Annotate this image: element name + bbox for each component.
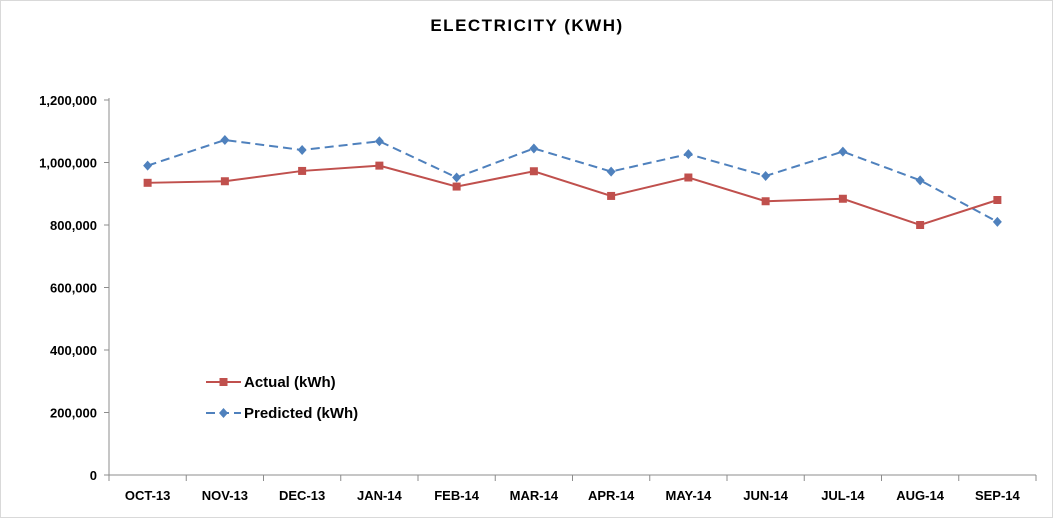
- actual-series-point: [607, 191, 616, 200]
- legend-predicted-point: [219, 408, 228, 418]
- legend-actual-label: Actual (kWh): [244, 374, 336, 391]
- predicted-series-point: [838, 146, 848, 157]
- actual-series-point: [916, 221, 925, 229]
- actual-series: [143, 161, 1002, 229]
- x-axis-ticks: OCT-13 NOV-13 DEC-13 JAN-14 FEB-14 MAR-14 APR-…: [108, 475, 1037, 503]
- y-tick-label: 800,000: [50, 218, 97, 233]
- x-tick-label: MAR-14: [510, 488, 559, 503]
- predicted-series-point: [529, 143, 539, 154]
- x-tick-label: FEB-14: [434, 488, 480, 503]
- actual-series-point: [838, 194, 847, 203]
- x-tick-label: JAN-14: [357, 488, 403, 503]
- x-tick-label: AUG-14: [896, 488, 944, 503]
- actual-series-point: [143, 178, 152, 187]
- x-tick-label: APR-14: [588, 488, 635, 503]
- x-tick-label: SEP-14: [975, 488, 1021, 503]
- predicted-series-point: [374, 136, 384, 147]
- x-tick-label: MAY-14: [665, 488, 712, 503]
- actual-series-point: [220, 177, 229, 186]
- y-tick-label: 400,000: [50, 343, 97, 358]
- actual-series-point: [761, 197, 770, 206]
- y-axis-ticks: 0 200,000 400,000 600,000 800,000 1,000,000 1,…: [39, 93, 109, 483]
- actual-series-point: [529, 167, 538, 176]
- y-tick-label: 0: [90, 468, 97, 483]
- series-layer: [143, 135, 1002, 229]
- x-tick-label: JUL-14: [821, 488, 865, 503]
- y-tick-label: 1,000,000: [39, 156, 97, 171]
- actual-series-point: [375, 161, 384, 170]
- actual-series-point: [684, 173, 693, 182]
- actual-series-point: [452, 182, 461, 191]
- actual-series-point: [993, 196, 1002, 204]
- x-tick-label: NOV-13: [202, 488, 248, 503]
- predicted-series-point: [915, 175, 925, 186]
- y-tick-label: 1,200,000: [39, 93, 97, 108]
- predicted-series-point: [606, 166, 616, 177]
- predicted-series-point: [220, 135, 230, 145]
- legend-actual-point: [219, 378, 228, 386]
- y-tick-label: 600,000: [50, 281, 97, 296]
- actual-series-line: [147, 164, 998, 227]
- predicted-series-point: [761, 170, 771, 181]
- predicted-series-point: [143, 160, 153, 171]
- y-tick-label: 200,000: [50, 406, 97, 421]
- predicted-series-point: [297, 145, 307, 155]
- predicted-series-point: [992, 216, 1002, 227]
- chart-title: ELECTRICITY (KWH): [430, 16, 623, 35]
- x-tick-label: JUN-14: [743, 488, 789, 503]
- legend: Actual (kWh) Predicted (kWh): [206, 374, 358, 422]
- predicted-series-line: [147, 138, 998, 223]
- actual-series-point: [298, 166, 307, 175]
- legend-predicted-label: Predicted (kWh): [244, 405, 358, 422]
- x-tick-label: DEC-13: [279, 488, 325, 503]
- predicted-series: [143, 135, 1002, 227]
- predicted-series-point: [683, 149, 693, 160]
- predicted-series-point: [452, 172, 462, 183]
- x-tick-label: OCT-13: [125, 488, 171, 503]
